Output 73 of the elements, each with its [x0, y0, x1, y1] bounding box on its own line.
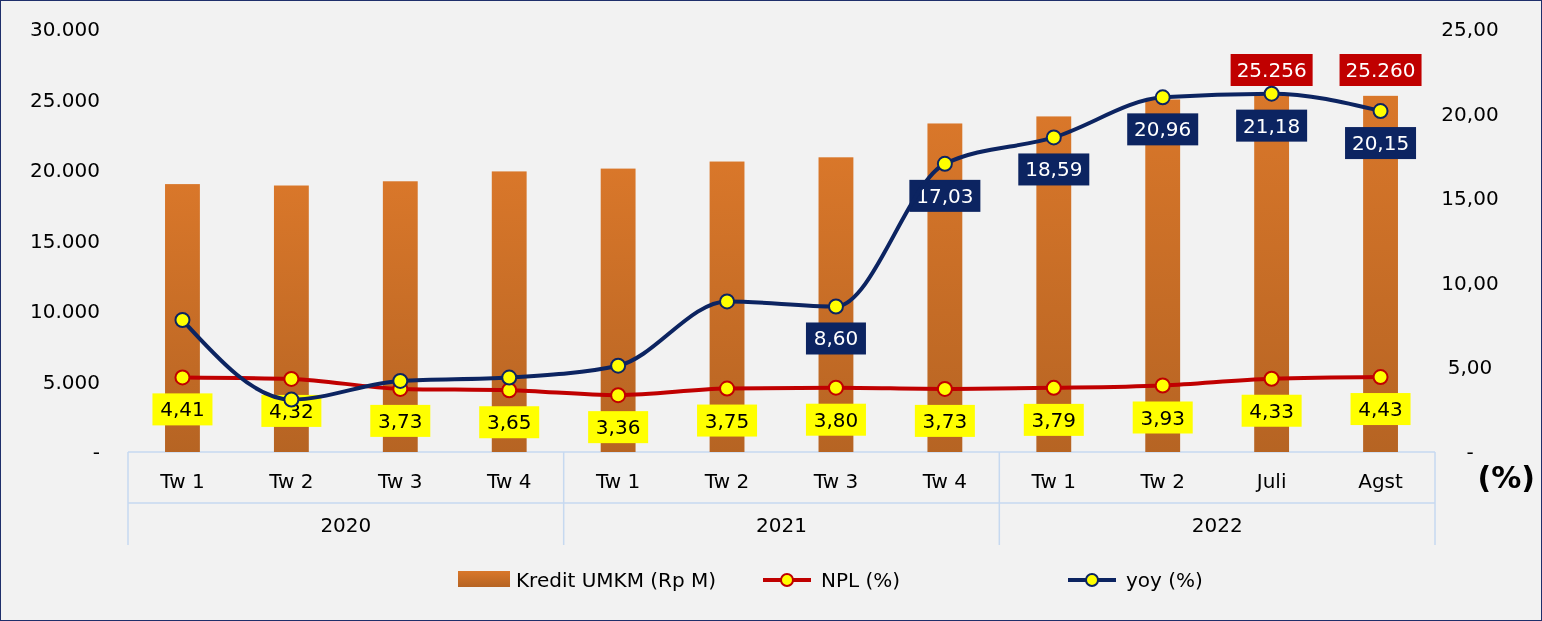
data-label: 25.260	[1345, 58, 1416, 82]
x-tick-label: Tw 3	[812, 469, 859, 493]
x-tick-label: Tw 1	[159, 469, 205, 493]
point	[1045, 129, 1062, 146]
y2-tick-label: 20,00	[1441, 101, 1499, 126]
y-tick-label: -	[92, 440, 100, 464]
data-label: 20,15	[1351, 131, 1410, 156]
x-tick-label: Tw 2	[268, 469, 314, 493]
data-label: 4,41	[160, 397, 205, 422]
point	[936, 155, 953, 172]
text: 2022	[1191, 513, 1243, 537]
x-tick-label: Tw 4	[921, 469, 968, 493]
y2-tick-label: 5,00	[1447, 355, 1493, 380]
point	[501, 369, 518, 386]
point	[174, 312, 191, 329]
data-label: 3,73	[922, 408, 968, 433]
data-label: 3,75	[704, 408, 750, 433]
x-tick-label: Tw 2	[1139, 469, 1185, 493]
point	[827, 298, 844, 315]
point	[719, 293, 736, 310]
point	[392, 372, 409, 389]
x-tick-label: Agst	[1358, 469, 1404, 493]
x-tick-label: Tw 3	[377, 469, 423, 493]
data-label: 8,60	[813, 326, 859, 351]
point	[936, 380, 953, 397]
point	[1263, 370, 1280, 387]
y-tick-label: 25.000	[30, 87, 100, 112]
point	[827, 379, 844, 396]
point	[1154, 377, 1171, 394]
data-label: 21,18	[1242, 113, 1301, 138]
data-label: 25.256	[1236, 58, 1307, 82]
point	[501, 382, 518, 399]
x-tick-label: Juli	[1254, 469, 1287, 493]
data-label: 3,80	[813, 407, 859, 432]
x-tick-label: Tw 1	[1030, 469, 1076, 493]
legend-label: yoy (%)	[1126, 568, 1203, 592]
x-tick-label: Tw 1	[594, 469, 641, 493]
data-label: 4,43	[1358, 397, 1403, 422]
point	[1045, 379, 1062, 396]
y-tick-label: 10.000	[30, 299, 100, 323]
y-tick-label: 5.000	[42, 369, 100, 394]
point	[719, 380, 736, 397]
point	[1372, 369, 1389, 386]
data-label: 3,79	[1031, 407, 1077, 432]
y2-tick-label: 10,00	[1441, 270, 1499, 295]
y2-tick-label: -	[1466, 440, 1474, 464]
legend-label: NPL (%)	[821, 568, 901, 592]
x-tick-label: Tw 4	[486, 469, 532, 493]
point	[1372, 103, 1389, 120]
data-label: 4,33	[1249, 398, 1294, 423]
point	[610, 387, 627, 404]
point	[1154, 89, 1171, 106]
y-tick-label: 15.000	[30, 228, 100, 253]
data-label: 17,03	[916, 183, 974, 208]
text: 2020	[320, 513, 372, 537]
point	[1263, 85, 1280, 102]
y2-tick-label: 25,00	[1441, 17, 1499, 41]
data-label: 18,59	[1025, 157, 1083, 182]
point	[174, 369, 191, 386]
data-label: 3,93	[1140, 405, 1185, 430]
y2-axis-title: (%)	[1477, 460, 1535, 495]
data-label: 3,36	[595, 415, 641, 440]
data-label: 20,96	[1134, 117, 1192, 142]
x-tick-label: Tw 2	[703, 469, 750, 493]
text: 2021	[756, 513, 807, 537]
data-label: 3,65	[486, 410, 532, 435]
y2-tick-label: 15,00	[1441, 186, 1499, 211]
point	[283, 370, 300, 387]
y-tick-label: 30.000	[30, 17, 100, 41]
data-label: 3,73	[378, 408, 423, 433]
y-tick-label: 20.000	[30, 158, 100, 182]
point	[610, 357, 627, 374]
legend-label: Kredit UMKM (Rp M)	[516, 568, 717, 592]
